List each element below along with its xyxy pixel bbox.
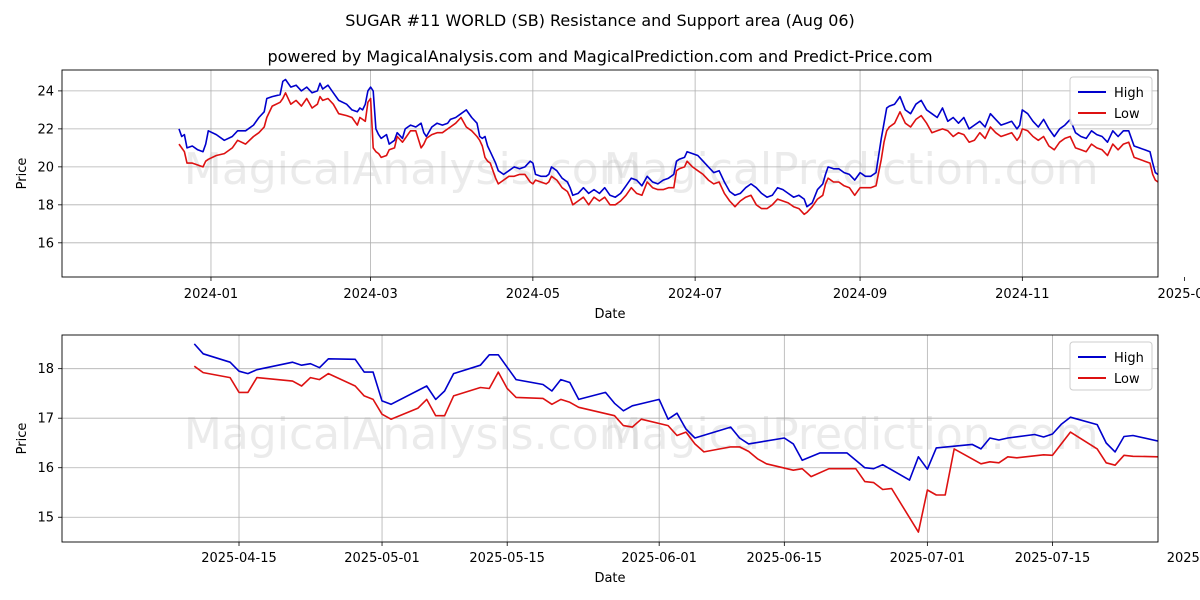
x-tick-label: 2024-09 <box>833 287 887 302</box>
x-tick-label: 2025-06-01 <box>621 551 697 566</box>
x-tick-label: 2025-08-01 <box>1167 551 1200 566</box>
y-tick-label: 17 <box>37 412 54 427</box>
y-axis-label: Price <box>15 158 30 190</box>
chart-title: SUGAR #11 WORLD (SB) Resistance and Supp… <box>345 11 855 30</box>
legend-label-low: Low <box>1114 107 1140 122</box>
x-tick-label: 2024-01 <box>184 287 238 302</box>
watermark-text: MagicalAnalysis.com <box>184 409 642 460</box>
x-tick-label: 2025-06-15 <box>747 551 823 566</box>
y-tick-label: 18 <box>37 198 54 213</box>
y-tick-label: 16 <box>37 461 54 476</box>
x-axis-label: Date <box>594 571 625 586</box>
legend: High Low <box>1070 342 1152 390</box>
top-panel: MagicalAnalysis.comMagicalPrediction.com… <box>15 70 1200 322</box>
y-tick-label: 24 <box>37 84 54 99</box>
x-tick-label: 2025-07-15 <box>1015 551 1091 566</box>
legend-label-high: High <box>1114 351 1144 366</box>
y-tick-label: 20 <box>37 160 54 175</box>
legend-label-high: High <box>1114 86 1144 101</box>
x-tick-label: 2024-07 <box>668 287 722 302</box>
x-tick-label: 2025-05-01 <box>344 551 420 566</box>
x-axis-label: Date <box>594 307 625 322</box>
chart-subtitle: powered by MagicalAnalysis.com and Magic… <box>267 47 932 66</box>
x-tick-label: 2025-07-01 <box>890 551 966 566</box>
x-tick-label: 2024-03 <box>343 287 397 302</box>
y-tick-label: 16 <box>37 236 54 251</box>
legend-box <box>1070 77 1152 125</box>
y-tick-label: 15 <box>37 511 54 526</box>
x-tick-label: 2025-01 <box>1157 287 1200 302</box>
bottom-panel: MagicalAnalysis.comMagicalPrediction.com… <box>15 335 1200 586</box>
legend-box <box>1070 342 1152 390</box>
legend: High Low <box>1070 77 1152 125</box>
chart-figure: SUGAR #11 WORLD (SB) Resistance and Supp… <box>0 0 1200 600</box>
x-tick-label: 2025-04-15 <box>201 551 277 566</box>
y-tick-label: 22 <box>37 122 54 137</box>
legend-label-low: Low <box>1114 372 1140 387</box>
watermark-text: MagicalAnalysis.com <box>184 144 642 195</box>
y-axis-label: Price <box>15 423 30 455</box>
x-tick-label: 2024-05 <box>506 287 560 302</box>
x-tick-label: 2024-11 <box>995 287 1049 302</box>
x-tick-label: 2025-05-15 <box>469 551 545 566</box>
y-tick-label: 18 <box>37 362 54 377</box>
